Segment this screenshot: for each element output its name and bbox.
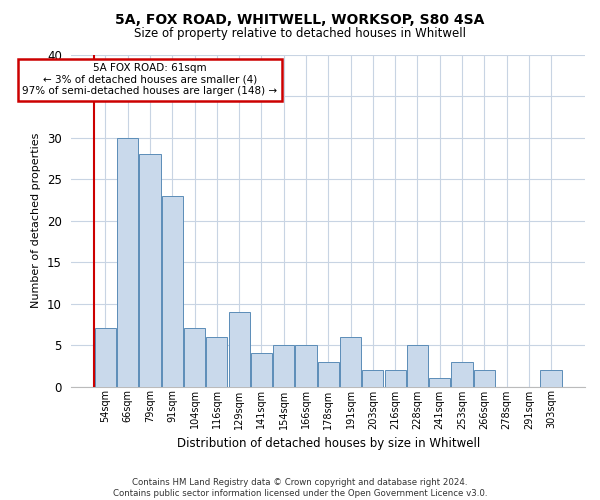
Bar: [340, 337, 361, 386]
Bar: [95, 328, 116, 386]
Bar: [541, 370, 562, 386]
Bar: [295, 345, 317, 387]
Bar: [206, 337, 227, 386]
Text: 5A, FOX ROAD, WHITWELL, WORKSOP, S80 4SA: 5A, FOX ROAD, WHITWELL, WORKSOP, S80 4SA: [115, 12, 485, 26]
Bar: [362, 370, 383, 386]
X-axis label: Distribution of detached houses by size in Whitwell: Distribution of detached houses by size …: [176, 437, 480, 450]
Bar: [385, 370, 406, 386]
Bar: [139, 154, 161, 386]
Bar: [184, 328, 205, 386]
Bar: [117, 138, 138, 386]
Text: Size of property relative to detached houses in Whitwell: Size of property relative to detached ho…: [134, 28, 466, 40]
Bar: [273, 345, 294, 387]
Bar: [407, 345, 428, 387]
Bar: [429, 378, 450, 386]
Bar: [161, 196, 183, 386]
Bar: [251, 354, 272, 386]
Text: 5A FOX ROAD: 61sqm
← 3% of detached houses are smaller (4)
97% of semi-detached : 5A FOX ROAD: 61sqm ← 3% of detached hous…: [22, 64, 278, 96]
Text: Contains HM Land Registry data © Crown copyright and database right 2024.
Contai: Contains HM Land Registry data © Crown c…: [113, 478, 487, 498]
Bar: [317, 362, 339, 386]
Bar: [473, 370, 495, 386]
Y-axis label: Number of detached properties: Number of detached properties: [31, 133, 41, 308]
Bar: [229, 312, 250, 386]
Bar: [451, 362, 473, 386]
